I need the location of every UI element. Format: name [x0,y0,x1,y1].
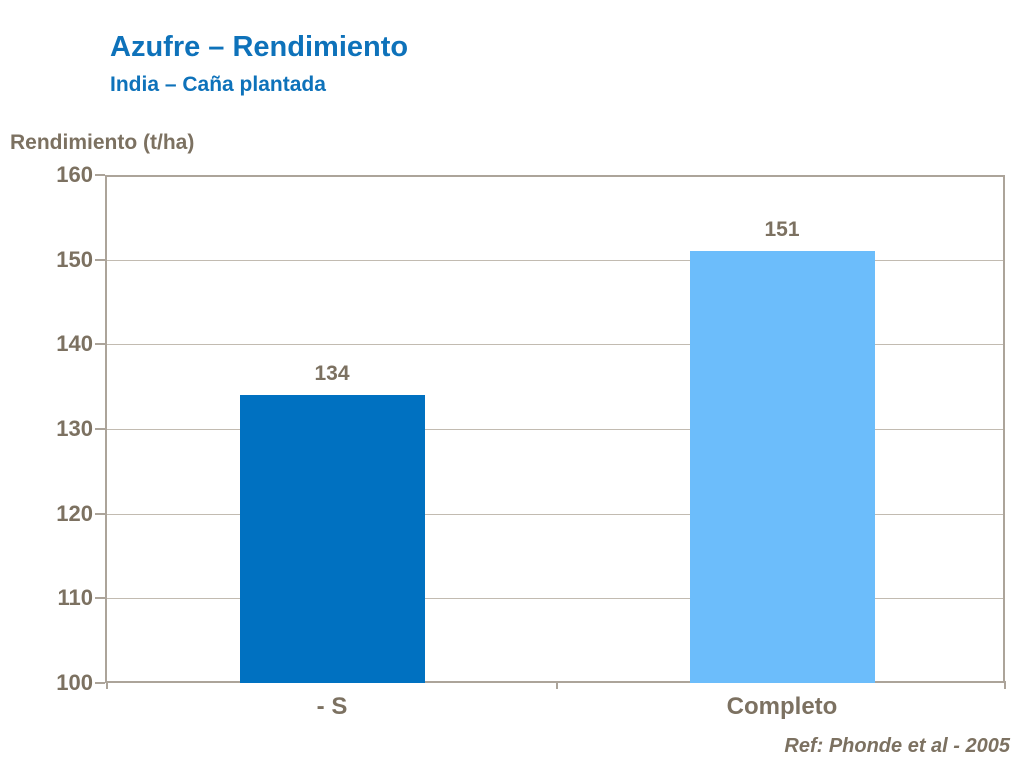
bar-value-label-0: 134 [314,362,350,386]
y-axis-label: Rendimiento (t/ha) [10,131,195,154]
gridline-140 [107,344,1003,346]
gridline-130 [107,429,1003,430]
y-tick-label-150: 150 [56,246,93,272]
x-category-label-1: Completo [726,693,838,720]
reference-text: Ref: Phonde et al - 2005 [784,735,1010,757]
chart-subtitle: India – Caña plantada [110,73,326,96]
y-tick-label-110: 110 [57,585,94,611]
gridline-110 [107,598,1003,600]
y-tick-label-140: 140 [56,331,93,357]
chart-title: Azufre – Rendimiento [110,31,409,63]
bar---s [239,395,425,683]
y-tick-mark-150 [95,258,105,261]
y-tick-label-130: 130 [56,416,93,441]
y-tick-label-100: 100 [56,670,93,695]
y-tick-mark-160 [95,174,105,176]
x-category-label-0: - S [316,693,348,720]
bar-value-label-1: 151 [764,218,800,242]
y-tick-label-160: 160 [56,162,93,187]
plot-area: 100 110 120 130 140 150 160 134 - S 151 Completo [56,162,1006,720]
gridline-150 [107,259,1003,261]
gridline-120 [107,513,1003,515]
x-tick-mark-0 [106,681,108,689]
y-tick-mark-140 [95,343,105,346]
x-tick-mark-2 [1004,681,1006,689]
y-tick-label-120: 120 [56,500,93,526]
y-tick-mark-120 [95,512,105,515]
y-tick-mark-110 [95,597,105,600]
y-tick-mark-130 [95,428,105,430]
x-tick-mark-1 [556,681,558,689]
bar-completo [689,251,875,683]
y-tick-mark-100 [95,682,105,684]
